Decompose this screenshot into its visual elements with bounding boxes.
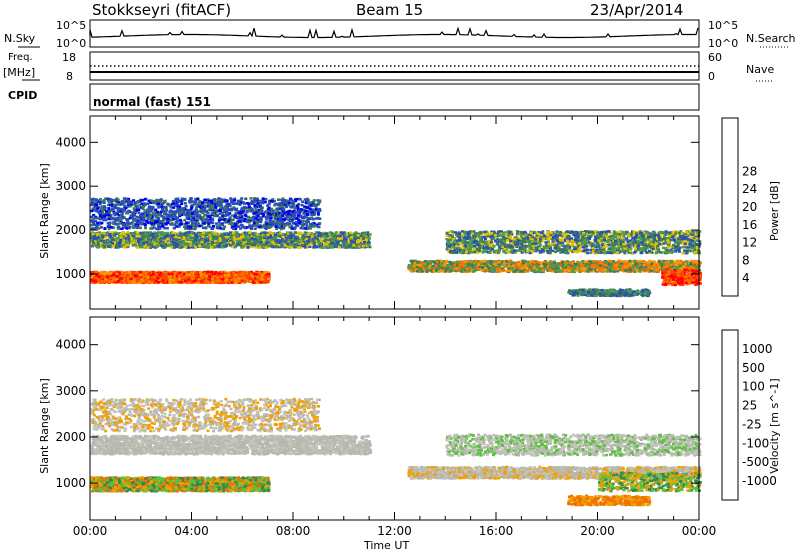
velocity-band-mid	[90, 434, 373, 456]
power-band-low	[90, 270, 271, 285]
nave-label: Nave	[746, 64, 774, 76]
power-cb-tick-16: 16	[742, 218, 757, 232]
velocity-cb-tick-0: 1000	[742, 342, 773, 356]
nsky-bottom-tick: 10^0	[56, 38, 86, 50]
power-cb-tick-12: 12	[742, 236, 757, 250]
nsky-label: N.Sky	[4, 33, 35, 45]
power-band-high	[90, 197, 322, 231]
x-axis-label: Time UT	[364, 540, 409, 552]
velocity-colorbar-label: Velocity [m s^-1]	[768, 371, 781, 481]
velocity-cb-tick-4: -25	[742, 417, 762, 431]
velocity-cb-tick-7: -1000	[742, 474, 777, 488]
x-tick-label-6: 00:00	[682, 524, 717, 538]
nave-top-tick: 60	[708, 52, 722, 64]
freq-bottom-tick: 8	[66, 71, 73, 83]
velocity-panel-ytick-label-3000: 3000	[55, 384, 86, 398]
velocity-band-low	[90, 476, 271, 493]
x-tick-label-3: 12:00	[377, 524, 412, 538]
date-title: 23/Apr/2014	[590, 0, 683, 20]
power-band-mid	[90, 231, 372, 249]
power-band-patch	[567, 288, 652, 298]
power-panel-ytick-label-1000: 1000	[55, 267, 86, 281]
power-band-end	[661, 268, 702, 287]
velocity-band-evening	[407, 465, 702, 480]
velocity-cb-tick-2: 100	[742, 380, 765, 394]
x-tick-label-2: 08:00	[276, 524, 311, 538]
power-cb-tick-4: 4	[742, 271, 750, 285]
power-cb-tick-20: 20	[742, 200, 757, 214]
velocity-cb-tick-5: -100	[742, 436, 769, 450]
velocity-panel-ytick-label-4000: 4000	[55, 338, 86, 352]
velocity-ylabel: Slant Range [km]	[38, 371, 51, 481]
velocity-band-end	[597, 471, 702, 493]
power-panel-ytick-label-2000: 2000	[55, 223, 86, 237]
nsearch-top-tick: 10^5	[708, 20, 738, 32]
cpid-panel	[89, 83, 700, 111]
x-tick-label-0: 00:00	[73, 524, 108, 538]
velocity-panel-ytick-label-1000: 1000	[55, 476, 86, 490]
velocity-band-patch	[567, 494, 652, 507]
power-cb-tick-24: 24	[742, 182, 757, 196]
power-colorbar-label: Power [dB]	[768, 156, 781, 266]
nsky-top-tick: 10^5	[56, 20, 86, 32]
nsearch-bottom-tick: 10^0	[708, 38, 738, 50]
velocity-cb-tick-6: -500	[742, 455, 769, 469]
power-cb-tick-8: 8	[742, 253, 750, 267]
x-tick-label-5: 20:00	[580, 524, 615, 538]
power-band-evening-low	[407, 259, 702, 274]
power-panel-ytick-label-4000: 4000	[55, 135, 86, 149]
nsky-line	[89, 26, 699, 39]
power-panel-ytick-label-3000: 3000	[55, 179, 86, 193]
velocity-band-evening-mid	[445, 433, 702, 457]
cpid-label: CPID	[8, 90, 37, 102]
freq-label: Freq.	[8, 52, 33, 64]
beam-title: Beam 15	[356, 0, 423, 20]
freq-top-tick: 18	[62, 52, 76, 64]
nave-bottom-tick: 0	[708, 71, 715, 83]
cpid-value: normal (fast) 151	[93, 96, 211, 108]
velocity-panel-ytick-label-2000: 2000	[55, 430, 86, 444]
velocity-cb-tick-3: 25	[742, 399, 757, 413]
velocity-colorbar-frame	[721, 329, 739, 501]
power-band-evening-mid	[445, 230, 702, 255]
power-ylabel: Slant Range [km]	[38, 156, 51, 266]
freq-unit-label: [MHz]	[3, 67, 35, 79]
velocity-cb-tick-1: 500	[742, 361, 765, 375]
nsearch-label: N.Search	[746, 33, 796, 45]
power-colorbar-frame	[721, 117, 739, 297]
station-title: Stokkseyri (fitACF)	[92, 0, 231, 20]
x-tick-label-1: 04:00	[174, 524, 209, 538]
velocity-band-high	[90, 397, 321, 433]
power-cb-tick-28: 28	[742, 164, 757, 178]
x-tick-label-4: 16:00	[479, 524, 514, 538]
